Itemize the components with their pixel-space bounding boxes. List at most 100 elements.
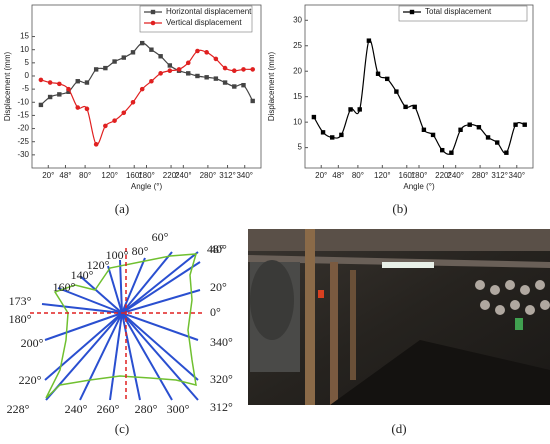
- y-axis-label: Displacement (mm): [3, 51, 12, 121]
- point: [158, 71, 163, 76]
- outline: [45, 253, 198, 399]
- ray: [121, 312, 141, 401]
- x-tick-label: 20°: [42, 171, 54, 180]
- direction-label: 0°: [210, 305, 221, 319]
- point: [186, 71, 191, 76]
- y-tick-label: -15: [17, 111, 29, 120]
- point: [311, 114, 317, 120]
- point: [121, 55, 126, 60]
- ray: [121, 312, 173, 401]
- x-tick-label: 312°: [491, 171, 508, 180]
- y-tick-label: -30: [17, 150, 29, 159]
- direction-label: 60°: [152, 230, 169, 244]
- x-tick-label: 48°: [59, 171, 71, 180]
- ray: [121, 251, 199, 314]
- point: [421, 127, 427, 132]
- ray: [121, 257, 146, 314]
- point: [385, 76, 390, 82]
- y-tick-label: 15: [293, 92, 302, 101]
- direction-label: 140°: [71, 268, 94, 282]
- direction-label: 340°: [210, 335, 233, 349]
- direction-label: 100°: [106, 248, 129, 262]
- point: [467, 122, 472, 127]
- ray: [79, 275, 123, 314]
- point: [75, 79, 80, 84]
- y-tick-label: 5: [298, 143, 303, 152]
- direction-label: 260°: [97, 402, 120, 416]
- point: [185, 60, 191, 66]
- point: [47, 80, 53, 85]
- point: [485, 135, 491, 140]
- ray: [44, 312, 123, 381]
- point: [241, 67, 246, 72]
- y-tick-label: 10: [20, 45, 29, 54]
- point: [57, 92, 62, 97]
- direction-label: 160°: [53, 280, 76, 294]
- point: [176, 67, 182, 72]
- legend-box: [139, 5, 253, 33]
- point: [476, 125, 482, 130]
- series-line: [313, 39, 525, 155]
- direction-diagram: [41, 251, 201, 401]
- direction-label: 320°: [210, 372, 233, 386]
- caption: (a): [115, 201, 129, 216]
- point: [130, 50, 136, 55]
- y-tick-label: -20: [17, 124, 29, 133]
- point: [84, 80, 90, 85]
- ray: [121, 251, 173, 314]
- direction-label: 228°: [7, 402, 30, 416]
- ray: [79, 312, 123, 401]
- point: [430, 132, 436, 138]
- y-tick-label: 30: [293, 15, 302, 24]
- point: [57, 81, 62, 87]
- point: [213, 76, 219, 81]
- x-tick-label: 80°: [79, 171, 91, 180]
- point: [403, 104, 408, 110]
- y-tick-label: 15: [20, 32, 29, 41]
- point: [440, 147, 445, 153]
- ray: [41, 303, 123, 314]
- direction-label: 173°: [9, 294, 32, 308]
- direction-label: 80°: [132, 244, 149, 258]
- point: [121, 110, 127, 116]
- x-tick-label: 240°: [175, 171, 192, 180]
- y-tick-label: 0: [25, 71, 30, 80]
- y-tick-label: -25: [17, 137, 29, 146]
- photo: [248, 229, 550, 405]
- ray: [44, 312, 123, 341]
- x-tick-label: 220°: [163, 171, 180, 180]
- x-axis-label: Angle (°): [131, 182, 163, 191]
- direction-label: 48°: [207, 242, 224, 256]
- point: [66, 89, 71, 94]
- y-tick-label: 25: [293, 41, 302, 50]
- ray: [121, 312, 199, 341]
- legend-label: Horizontal displacement: [166, 7, 252, 16]
- y-tick-label: 10: [293, 117, 302, 126]
- point: [158, 54, 163, 59]
- point: [320, 130, 326, 135]
- point: [213, 56, 219, 62]
- point: [375, 71, 381, 76]
- ray: [121, 261, 201, 314]
- point: [149, 78, 154, 84]
- point: [394, 89, 399, 94]
- direction-label: 220°: [19, 373, 42, 387]
- direction-label: 280°: [135, 402, 158, 416]
- ray: [107, 265, 123, 314]
- point: [93, 67, 99, 72]
- x-tick-label: 220°: [435, 171, 452, 180]
- x-tick-label: 340°: [509, 171, 526, 180]
- x-tick-label: 160°: [126, 171, 143, 180]
- ray: [121, 312, 199, 401]
- point: [167, 68, 173, 74]
- point: [75, 105, 81, 110]
- y-tick-label: 20: [293, 66, 302, 75]
- point: [195, 48, 200, 54]
- legend-marker: [150, 20, 156, 26]
- point: [222, 65, 228, 71]
- point: [204, 75, 209, 80]
- x-tick-label: 180°: [138, 171, 155, 180]
- point: [241, 82, 246, 88]
- point: [250, 98, 255, 104]
